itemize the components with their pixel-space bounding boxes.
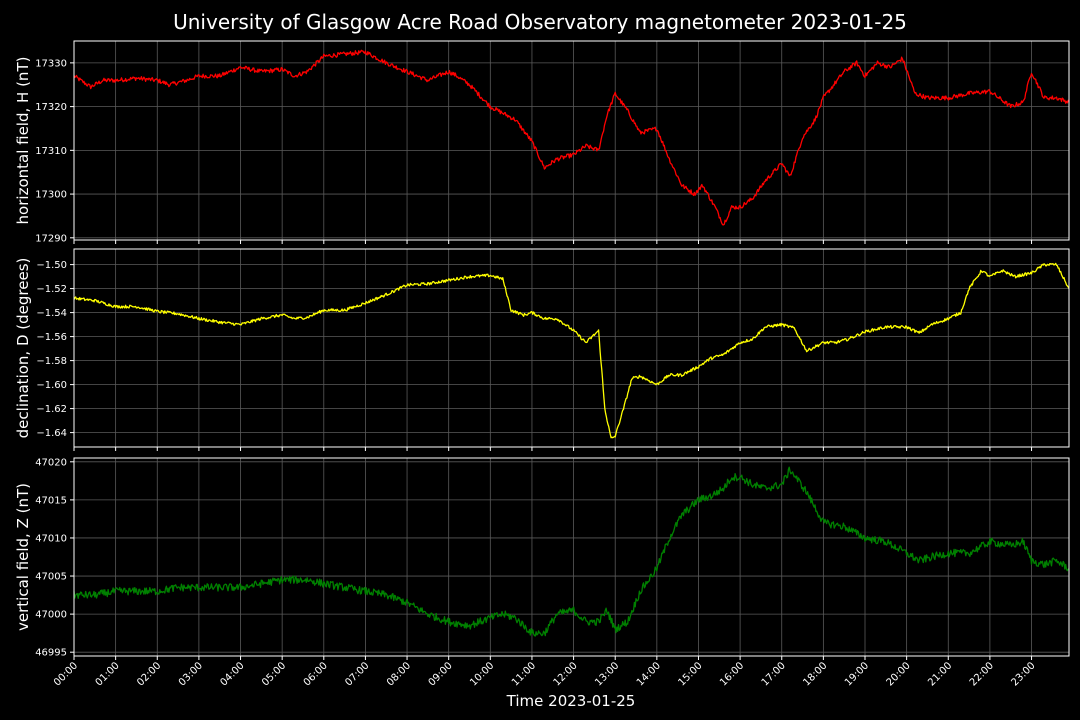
y-tick-label: −1.64 bbox=[36, 428, 67, 439]
x-tick-label: 13:00 bbox=[593, 660, 621, 688]
x-tick-label: 02:00 bbox=[135, 660, 163, 688]
x-tick-label: 03:00 bbox=[177, 660, 205, 688]
panel-frame bbox=[73, 457, 1070, 657]
x-tick-label: 22:00 bbox=[968, 660, 996, 688]
y-tick-label: −1.54 bbox=[36, 308, 67, 319]
y-axis-label: horizontal field, H (nT) bbox=[14, 57, 32, 225]
chart-title: University of Glasgow Acre Road Observat… bbox=[173, 10, 907, 34]
x-tick-label: 15:00 bbox=[676, 660, 704, 688]
y-tick-label: −1.52 bbox=[36, 284, 67, 295]
series-line-2 bbox=[73, 262, 1070, 439]
x-tick-label: 05:00 bbox=[260, 660, 288, 688]
y-axis-label: declination, D (degrees) bbox=[14, 258, 32, 439]
panel-3: 46995 47000 47005 47010 47015 47020 vertical f… bbox=[14, 457, 1070, 660]
panel-frame bbox=[73, 248, 1070, 448]
x-tick-label: 23:00 bbox=[1009, 660, 1037, 688]
series-line-3 bbox=[73, 466, 1070, 637]
x-tick-label: 16:00 bbox=[718, 660, 746, 688]
series-line-1 bbox=[73, 49, 1070, 226]
x-tick-label: 10:00 bbox=[468, 660, 496, 688]
x-tick-label: 08:00 bbox=[385, 660, 413, 688]
y-tick-label: 47020 bbox=[35, 457, 67, 468]
x-tick-label: 14:00 bbox=[635, 660, 663, 688]
y-tick-label: 17320 bbox=[35, 102, 67, 113]
x-tick-label: 00:00 bbox=[52, 660, 80, 688]
panel-2: −1.64 −1.62 −1.60 −1.58 −1.56 −1.54 −1.52 −1.50… bbox=[14, 248, 1070, 451]
x-tick-label: 04:00 bbox=[218, 660, 246, 688]
y-tick-label: −1.50 bbox=[36, 260, 67, 271]
x-axis: 00:00 01:00 02:00 03:00 04:00 05:00 06:00 07:00… bbox=[52, 660, 1038, 688]
x-tick-label: 18:00 bbox=[801, 660, 829, 688]
y-tick-label: −1.60 bbox=[36, 380, 67, 391]
x-tick-label: 20:00 bbox=[885, 660, 913, 688]
x-tick-label: 17:00 bbox=[760, 660, 788, 688]
x-tick-label: 01:00 bbox=[94, 660, 122, 688]
x-tick-label: 12:00 bbox=[552, 660, 580, 688]
y-tick-label: 17290 bbox=[35, 233, 67, 244]
y-tick-label: 47005 bbox=[35, 572, 67, 583]
y-tick-label: 17310 bbox=[35, 146, 67, 157]
x-tick-label: 09:00 bbox=[427, 660, 455, 688]
x-tick-label: 07:00 bbox=[343, 660, 371, 688]
y-tick-label: 47015 bbox=[35, 495, 67, 506]
x-axis-label: Time 2023-01-25 bbox=[506, 692, 636, 710]
y-tick-label: −1.62 bbox=[36, 404, 67, 415]
y-tick-label: 47010 bbox=[35, 533, 67, 544]
y-tick-label: −1.56 bbox=[36, 332, 67, 343]
y-tick-label: 47000 bbox=[35, 610, 67, 621]
panel-frame bbox=[73, 40, 1070, 241]
x-tick-label: 19:00 bbox=[843, 660, 871, 688]
y-tick-label: 17330 bbox=[35, 58, 67, 69]
x-tick-label: 21:00 bbox=[926, 660, 954, 688]
x-tick-label: 06:00 bbox=[302, 660, 330, 688]
y-tick-label: 46995 bbox=[35, 648, 67, 659]
y-axis-label: vertical field, Z (nT) bbox=[14, 483, 32, 631]
y-tick-label: 17300 bbox=[35, 190, 67, 201]
x-tick-label: 11:00 bbox=[510, 660, 538, 688]
y-tick-label: −1.58 bbox=[36, 356, 67, 367]
